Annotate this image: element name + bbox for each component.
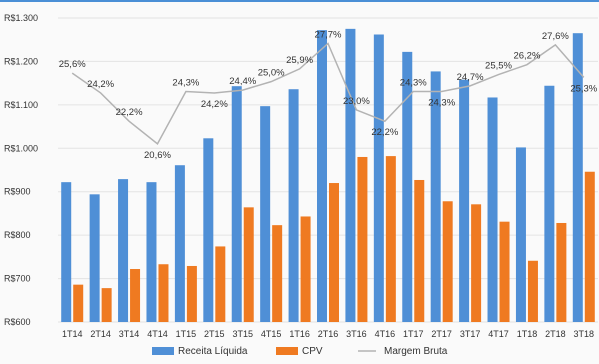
y-tick-label: R$1.300 [4, 13, 38, 23]
data-label-margem: 24,3% [172, 78, 199, 89]
bar-receita-liquida [317, 30, 327, 322]
bar-receita-liquida [288, 89, 299, 322]
x-axis-ticks: 1T14 2T14 3T14 4T14 1T15 2T15 3T15 4T15 1T16 2T16… [62, 329, 594, 339]
data-label-margem: 23,0% [343, 96, 370, 107]
legend-label: Margem Bruta [384, 346, 448, 357]
x-tick-label: 1T14 [62, 329, 83, 339]
bar-cpv [130, 269, 141, 322]
y-tick-label: R$1.000 [4, 143, 38, 153]
x-tick-label: 3T17 [460, 329, 481, 339]
bars [61, 28, 595, 323]
data-label-margem: 24,7% [457, 72, 484, 83]
bar-receita-liquida [174, 165, 185, 322]
bar-cpv [158, 264, 169, 322]
bar-cpv [329, 183, 339, 322]
bar-receita-liquida [459, 79, 470, 322]
bar-receita-liquida [118, 179, 129, 322]
bar-receita-liquida [402, 51, 413, 322]
bar-cpv [300, 216, 311, 322]
x-tick-label: 3T14 [119, 329, 140, 339]
bar-cpv [272, 225, 283, 322]
y-tick-label: R$800 [4, 230, 31, 240]
bar-receita-liquida [572, 33, 583, 322]
data-label-margem: 20,6% [144, 150, 171, 161]
data-label-margem: 27,6% [542, 31, 569, 42]
data-label-margem: 22,2% [371, 127, 398, 138]
bar-receita-liquida [203, 138, 214, 322]
y-tick-label: R$1.100 [4, 100, 38, 110]
data-labels: 25,6%24,2%22,2%20,6%24,3%24,2%24,4%25,0%… [59, 29, 598, 160]
bar-receita-liquida [260, 106, 271, 322]
x-tick-label: 4T15 [261, 329, 282, 339]
data-label-margem: 25,6% [59, 59, 86, 70]
bar-receita-liquida [89, 194, 100, 322]
bar-receita-liquida [345, 28, 356, 322]
x-tick-label: 3T16 [346, 329, 367, 339]
x-tick-label: 3T18 [574, 329, 595, 339]
legend-swatch [152, 347, 174, 355]
bar-cpv [556, 222, 567, 322]
bar-cpv [442, 201, 453, 322]
bar-cpv [186, 265, 197, 322]
bar-receita-liquida [231, 86, 242, 322]
data-label-margem: 24,4% [229, 76, 256, 87]
line-margem-bruta [71, 42, 585, 145]
bar-cpv [414, 179, 425, 322]
y-tick-label: R$900 [4, 187, 31, 197]
data-label-margem: 27,7% [315, 29, 342, 40]
bar-receita-liquida [373, 34, 384, 322]
bar-cpv [357, 156, 368, 322]
bar-cpv [527, 260, 538, 322]
x-tick-label: 1T17 [403, 329, 424, 339]
bar-receita-liquida [61, 182, 72, 322]
legend-label: CPV [302, 346, 323, 357]
bar-cpv [215, 246, 226, 322]
bar-cpv [101, 288, 112, 322]
x-tick-label: 1T18 [517, 329, 538, 339]
y-tick-label: R$700 [4, 274, 31, 284]
data-label-margem: 24,3% [400, 78, 427, 89]
x-tick-label: 1T15 [176, 329, 197, 339]
x-tick-label: 1T16 [289, 329, 310, 339]
x-tick-label: 2T15 [204, 329, 225, 339]
legend: Receita Líquida CPV Margem Bruta [152, 346, 448, 357]
data-label-margem: 25,0% [258, 68, 285, 79]
data-label-margem: 25,5% [485, 61, 512, 72]
x-tick-label: 4T16 [375, 329, 396, 339]
bar-receita-liquida [146, 182, 157, 322]
y-axis-ticks: R$600 R$700 R$800 R$900 R$1.000 R$1.100 R$1.20… [4, 13, 38, 327]
y-tick-label: R$1.200 [4, 56, 38, 66]
legend-label: Receita Líquida [178, 346, 248, 357]
bar-receita-liquida [487, 97, 498, 322]
y-tick-label: R$600 [4, 317, 31, 327]
x-tick-label: 2T14 [90, 329, 111, 339]
bar-cpv [471, 204, 482, 322]
bar-receita-liquida [544, 85, 555, 323]
bar-cpv [73, 284, 84, 322]
bar-receita-liquida [430, 71, 441, 322]
data-label-margem: 24,3% [428, 98, 455, 109]
data-label-margem: 25,3% [570, 83, 597, 94]
data-label-margem: 24,2% [87, 79, 114, 90]
x-tick-label: 2T17 [431, 329, 452, 339]
data-label-margem: 22,2% [116, 107, 143, 118]
x-tick-label: 4T17 [488, 329, 509, 339]
bar-cpv [385, 156, 396, 322]
bar-cpv [499, 221, 510, 322]
x-tick-label: 4T14 [147, 329, 168, 339]
legend-swatch [276, 347, 298, 355]
bar-receita-liquida [515, 147, 526, 322]
bar-cpv [243, 207, 254, 322]
data-label-margem: 25,9% [286, 55, 313, 66]
x-tick-label: 2T18 [545, 329, 566, 339]
x-tick-label: 2T16 [318, 329, 339, 339]
data-label-margem: 26,2% [513, 51, 540, 62]
margem-bruta-line [71, 42, 585, 145]
bar-cpv [584, 171, 595, 322]
x-tick-label: 3T15 [232, 329, 253, 339]
data-label-margem: 24,2% [201, 99, 228, 110]
